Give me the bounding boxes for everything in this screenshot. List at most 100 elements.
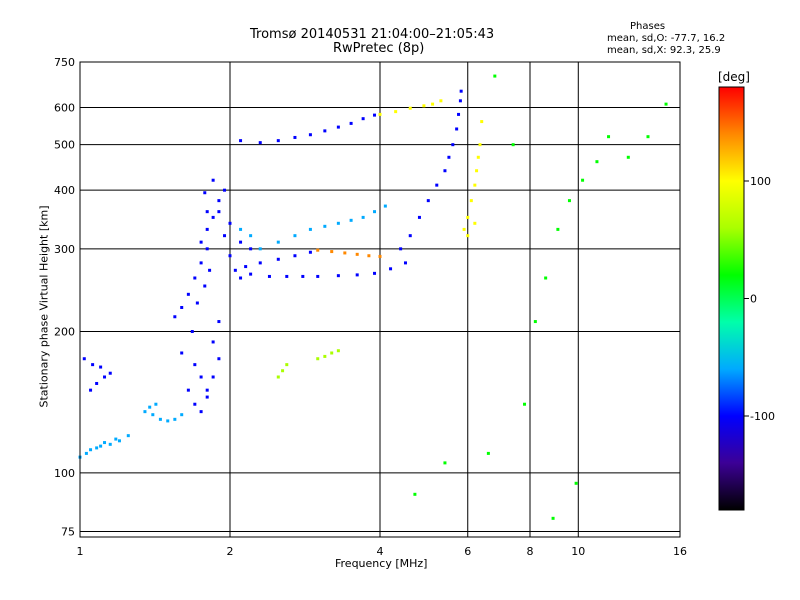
scatter-point — [228, 254, 232, 258]
scatter-point — [316, 274, 320, 278]
scatter-point — [205, 395, 209, 399]
chart-subtitle: RwPretec (8p) — [333, 41, 425, 56]
scatter-point — [211, 340, 215, 344]
scatter-point — [223, 188, 227, 192]
scatter-point — [108, 371, 112, 375]
colorbar-tick-label: 100 — [750, 175, 771, 188]
scatter-point — [355, 252, 359, 256]
scatter-point — [244, 265, 248, 269]
scatter-point — [95, 381, 99, 385]
scatter-point — [399, 247, 403, 251]
scatter-point — [389, 267, 393, 271]
scatter-point — [523, 402, 527, 406]
scatter-point — [151, 413, 155, 417]
scatter-point — [143, 410, 147, 414]
scatter-point — [301, 274, 305, 278]
y-tick-label: 100 — [54, 467, 75, 480]
scatter-point — [267, 274, 271, 278]
scatter-point — [383, 204, 387, 208]
scatter-point — [607, 135, 611, 139]
scatter-point — [186, 388, 190, 392]
scatter-point — [180, 351, 184, 355]
scatter-point — [361, 215, 365, 219]
scatter-point — [193, 402, 197, 406]
scatter-point — [276, 257, 280, 261]
chart-title: Tromsø 20140531 21:04:00–21:05:43 — [250, 27, 495, 42]
scatter-point — [103, 375, 107, 379]
plot-frame — [79, 61, 681, 538]
scatter-point — [84, 451, 88, 455]
scatter-point — [336, 125, 340, 129]
scatter-point — [173, 417, 177, 421]
colorbar — [718, 86, 745, 511]
scatter-point — [574, 481, 578, 485]
scatter-point — [308, 227, 312, 231]
scatter-point — [626, 155, 630, 159]
scatter-point — [239, 139, 243, 143]
x-tick-label: 1 — [77, 545, 84, 558]
scatter-point — [205, 247, 209, 251]
scatter-point — [99, 365, 103, 369]
tick-labels: 1 2 4 6 8 10 16 75 100 200 300 400 500 600 750 — [54, 56, 687, 558]
scatter-point — [413, 492, 417, 496]
scatter-point — [203, 191, 207, 195]
scatter-point — [431, 102, 435, 106]
scatter-point — [103, 441, 107, 445]
scatter-point — [451, 143, 455, 147]
scatter-point — [417, 215, 421, 219]
scatter-point — [408, 106, 412, 110]
scatter-point — [316, 248, 320, 252]
scatter-point — [367, 254, 371, 258]
scatter-point — [486, 451, 490, 455]
scatter-point — [114, 437, 118, 441]
scatter-point — [258, 247, 262, 251]
scatter-point — [551, 516, 555, 520]
scatter-point — [258, 261, 262, 265]
scatter-point — [439, 99, 443, 103]
scatter-point — [228, 221, 232, 225]
scatter-point — [323, 224, 327, 228]
scatter-point — [349, 218, 353, 222]
scatter-point — [281, 369, 285, 373]
scatter-point — [205, 388, 209, 392]
y-tick-label: 300 — [54, 243, 75, 256]
scatter-point — [108, 442, 112, 446]
scatter-point — [455, 127, 459, 131]
scatter-point — [646, 135, 650, 139]
scatter-point — [233, 268, 237, 272]
scatter-point — [475, 169, 479, 173]
scatter-point — [422, 104, 426, 108]
colorbar-ticks: 100 0 -100 — [744, 175, 775, 423]
scatter-point — [459, 89, 463, 93]
x-tick-label: 16 — [673, 545, 687, 558]
scatter-point — [217, 210, 221, 214]
scatter-point — [595, 160, 599, 164]
scatter-point — [217, 357, 221, 361]
scatter-point — [82, 357, 86, 361]
x-axis-label: Frequency [MHz] — [335, 557, 428, 570]
scatter-point — [276, 375, 280, 379]
y-tick-label: 400 — [54, 184, 75, 197]
scatter-point — [95, 446, 99, 450]
scatter-point — [443, 169, 447, 173]
phase-stats-x: mean, sd,X: 92.3, 25.9 — [607, 45, 721, 56]
scatter-point — [91, 363, 95, 367]
scatter-point — [158, 417, 162, 421]
scatter-point — [199, 261, 203, 265]
scatter-point — [211, 178, 215, 182]
scatter-point — [205, 227, 209, 231]
x-tick-label: 10 — [571, 545, 585, 558]
scatter-point — [223, 234, 227, 238]
scatter-point — [533, 320, 537, 324]
x-tick-label: 2 — [227, 545, 234, 558]
scatter-point — [276, 139, 280, 143]
scatter-point — [408, 234, 412, 238]
scatter-point — [89, 448, 93, 452]
scatter-point — [511, 143, 515, 147]
scatter-point — [190, 330, 194, 334]
scatter-point — [457, 112, 461, 116]
scatter-point — [199, 240, 203, 244]
colorbar-tick-label: 0 — [750, 293, 757, 306]
scatter-point — [378, 254, 382, 258]
scatter-point — [323, 354, 327, 358]
